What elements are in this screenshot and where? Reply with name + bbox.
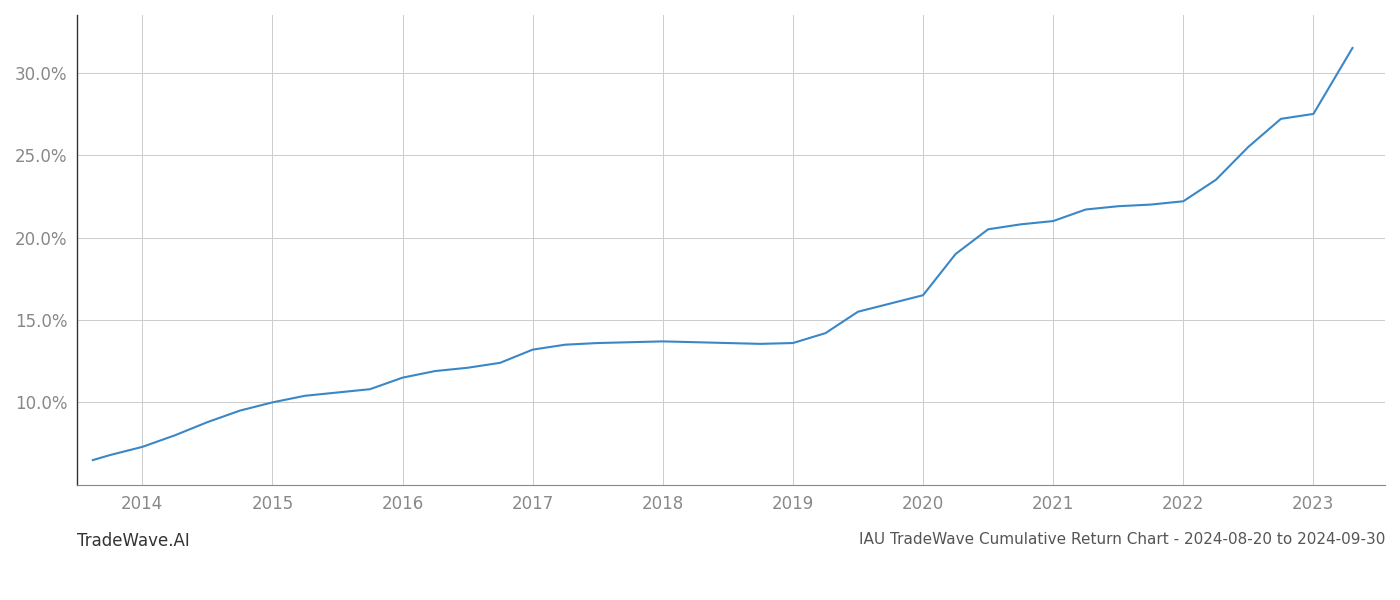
Text: TradeWave.AI: TradeWave.AI: [77, 532, 190, 550]
Text: IAU TradeWave Cumulative Return Chart - 2024-08-20 to 2024-09-30: IAU TradeWave Cumulative Return Chart - …: [858, 532, 1385, 547]
